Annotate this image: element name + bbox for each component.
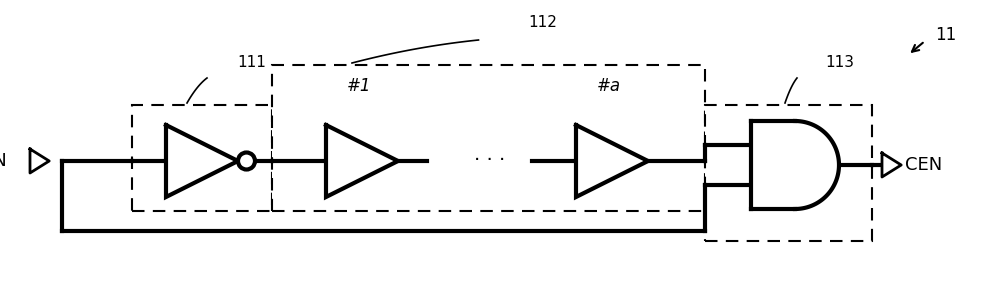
Text: #a: #a (597, 77, 621, 95)
Text: 112: 112 (528, 15, 557, 30)
Text: · · ·: · · · (474, 152, 506, 171)
Text: #1: #1 (347, 77, 372, 95)
Polygon shape (30, 149, 49, 173)
Polygon shape (166, 125, 238, 197)
Circle shape (238, 152, 255, 169)
Polygon shape (326, 125, 398, 197)
Text: 11: 11 (935, 26, 956, 44)
Text: CEN: CEN (905, 156, 942, 174)
Text: EN: EN (0, 152, 7, 170)
Text: 113: 113 (825, 55, 854, 70)
Polygon shape (751, 121, 839, 209)
Text: 111: 111 (237, 55, 266, 70)
Polygon shape (576, 125, 648, 197)
Bar (272, 65, 705, 211)
Bar (132, 105, 272, 211)
Bar (705, 105, 872, 241)
Polygon shape (882, 153, 901, 177)
